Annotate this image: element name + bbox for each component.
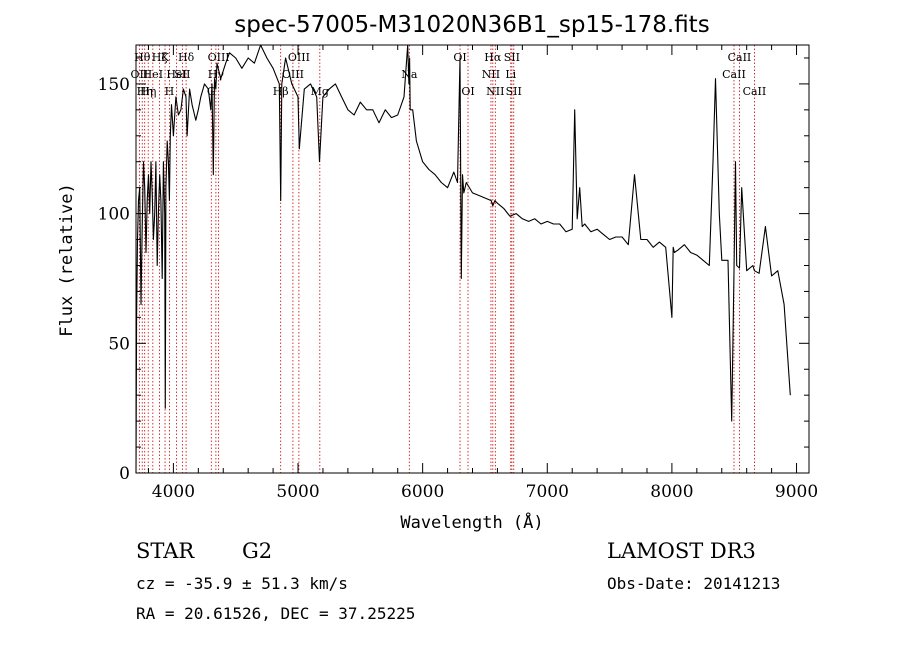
line-marker-label: CaII	[722, 68, 746, 81]
line-marker-labels: OIIHθHηHηHeIHζKHHeISIIHδGHγOIIIHβOIIIOII…	[131, 51, 767, 98]
line-marker-label: OIII	[288, 51, 310, 64]
y-tick-label: 150	[98, 75, 130, 95]
line-marker-label: NII	[486, 85, 504, 98]
x-tick-label: 6000	[401, 482, 444, 502]
line-marker-label: CaII	[743, 85, 767, 98]
x-tick-label: 4000	[152, 482, 195, 502]
spectrum-line	[135, 44, 791, 474]
line-marker-label: HeI	[166, 68, 186, 81]
line-marker-label: OIII	[208, 51, 230, 64]
line-marker-label: CaII	[728, 51, 752, 64]
x-tick-label: 9000	[775, 482, 818, 502]
line-marker-label: Hζ	[152, 51, 168, 64]
line-marker-label: OII	[131, 68, 149, 81]
line-marker-label: NII	[482, 68, 500, 81]
x-tick-label: 8000	[650, 482, 693, 502]
y-tick-label: 100	[98, 205, 130, 225]
line-marker-label: Hη	[137, 85, 153, 98]
y-axis-label: Flux (relative)	[57, 183, 77, 337]
line-marker-label: SII	[174, 68, 190, 81]
x-axis-label: Wavelength (Å)	[400, 511, 543, 533]
line-marker-label: Hθ	[134, 51, 151, 64]
y-tick-label: 0	[119, 464, 130, 484]
line-marker-label: K	[161, 51, 170, 64]
observation-date: Obs-Date: 20141213	[607, 574, 781, 593]
x-tick-label: 7000	[526, 482, 569, 502]
y-axis-ticks: 0 50 100 150	[98, 57, 809, 484]
y-tick-label: 50	[108, 334, 130, 354]
line-marker-label: Li	[505, 68, 516, 81]
survey-name: LAMOST DR3	[607, 539, 756, 563]
chart-title: spec-57005-M31020N36B1_sp15-178.fits	[234, 12, 709, 38]
line-marker-label: Hα	[484, 51, 502, 64]
object-subclass: G2	[242, 539, 273, 563]
x-tick-label: 5000	[276, 482, 319, 502]
line-marker-label: H	[165, 85, 175, 98]
object-class: STAR	[136, 539, 195, 563]
coordinates-readout: RA = 20.61526, DEC = 37.25225	[136, 604, 416, 623]
line-marker-label: SII	[506, 85, 522, 98]
line-markers	[138, 45, 755, 473]
line-marker-label: Hβ	[273, 85, 289, 98]
line-marker-label: OIII	[282, 68, 304, 81]
line-marker-label: Mg	[311, 85, 329, 98]
line-marker-label: HeI	[143, 68, 163, 81]
plot-frame	[135, 44, 810, 474]
line-marker-label: Hη	[140, 85, 156, 98]
line-marker-label: SII	[504, 51, 520, 64]
line-marker-label: Hδ	[178, 51, 195, 64]
redshift-readout: cz = -35.9 ± 51.3 km/s	[136, 574, 348, 593]
line-marker-label: OI	[461, 85, 474, 98]
x-axis-ticks: 4000 5000 6000 7000 8000 9000	[147, 45, 818, 502]
